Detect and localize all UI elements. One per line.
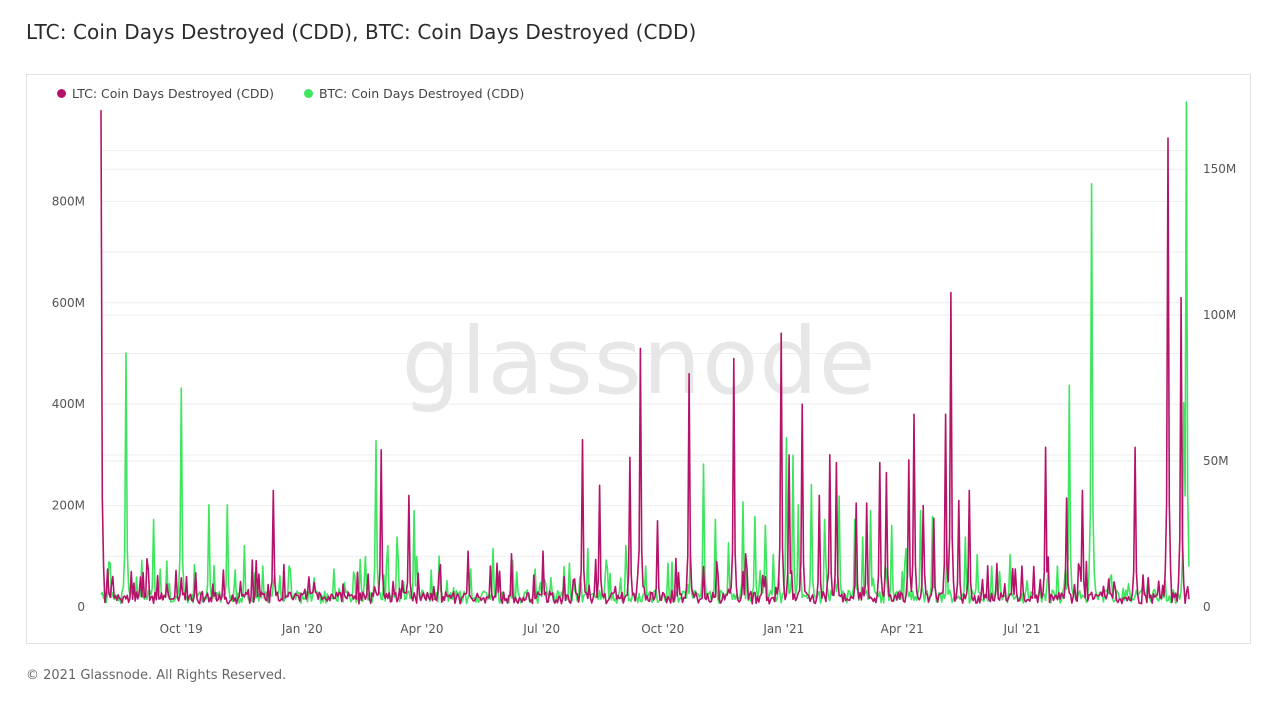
page-title: LTC: Coin Days Destroyed (CDD), BTC: Coi… [26,20,697,44]
grid-lines [101,150,1189,608]
y-right-tick-label: 100M [1203,308,1236,322]
y-left-tick-label: 400M [52,397,85,411]
y-left-tick-label: 0 [77,600,85,614]
x-tick-label: Jul '21 [1002,622,1040,636]
chart-legend: LTC: Coin Days Destroyed (CDD) BTC: Coin… [57,86,524,101]
chart-canvas: glassnode 0 200M 400M 600M 800M 0 50M 100M 150M O… [52,101,1237,636]
ltc-series-line [100,110,1190,605]
legend-label-btc: BTC: Coin Days Destroyed (CDD) [318,86,525,101]
watermark: glassnode [402,308,877,415]
axis-ticks: 0 200M 400M 600M 800M 0 50M 100M 150M Oct '19 Jan … [52,162,1237,636]
y-right-tick-label: 50M [1203,454,1229,468]
ltc-dot-icon [57,89,66,98]
x-tick-label: Jul '20 [522,622,560,636]
x-tick-label: Apr '21 [881,622,924,636]
x-tick-label: Jan '21 [762,622,804,636]
legend-item-ltc[interactable]: LTC: Coin Days Destroyed (CDD) [57,86,274,101]
y-right-tick-label: 0 [1203,600,1211,614]
x-tick-label: Oct '19 [160,622,203,636]
series-lines [100,101,1190,605]
chart-panel: glassnode 0 200M 400M 600M 800M 0 50M 100M 150M O… [26,74,1251,644]
x-tick-label: Oct '20 [641,622,684,636]
y-right-tick-label: 150M [1203,162,1236,176]
y-left-tick-label: 600M [52,296,85,310]
legend-label-ltc: LTC: Coin Days Destroyed (CDD) [72,86,274,101]
x-tick-label: Jan '20 [281,622,323,636]
copyright-footer: © 2021 Glassnode. All Rights Reserved. [26,668,287,683]
legend-item-btc[interactable]: BTC: Coin Days Destroyed (CDD) [303,86,525,101]
x-tick-label: Apr '20 [400,622,443,636]
y-left-tick-label: 800M [52,194,85,208]
y-left-tick-label: 200M [52,499,85,513]
btc-dot-icon [303,89,313,98]
